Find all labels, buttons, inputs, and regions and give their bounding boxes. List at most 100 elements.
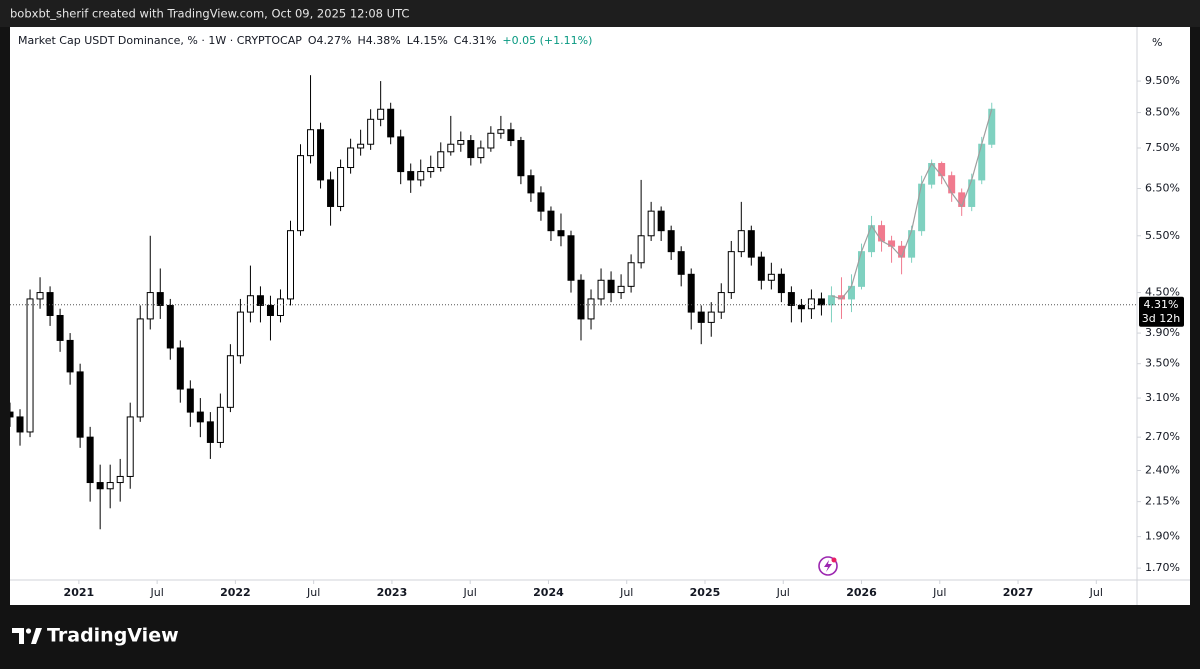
candle-body bbox=[397, 136, 405, 173]
candle-body bbox=[637, 235, 645, 264]
x-tick-label: Jul bbox=[463, 586, 477, 599]
candle-body bbox=[557, 230, 565, 237]
candle-body bbox=[156, 292, 164, 306]
candle-body bbox=[377, 108, 385, 120]
candle-body bbox=[487, 132, 495, 149]
candle-body bbox=[597, 279, 605, 300]
candle-body bbox=[827, 295, 835, 306]
candle-body bbox=[347, 147, 355, 169]
candle-body bbox=[537, 192, 545, 212]
candle-body bbox=[10, 411, 14, 418]
candle-body bbox=[747, 230, 755, 258]
candle-body bbox=[66, 339, 74, 373]
y-tick-label: 8.50% bbox=[1145, 106, 1180, 119]
candle-body bbox=[176, 347, 184, 390]
candle-body bbox=[106, 482, 114, 490]
candle-body bbox=[567, 235, 575, 281]
candle-body bbox=[317, 129, 325, 181]
candle-body bbox=[607, 279, 615, 294]
candle-body bbox=[807, 298, 815, 310]
event-icon bbox=[818, 556, 838, 576]
candle-body bbox=[266, 304, 274, 316]
countdown: 3d 12h bbox=[1142, 312, 1180, 325]
candle-body bbox=[797, 304, 805, 310]
x-tick-label: 2024 bbox=[533, 586, 564, 599]
candle-body bbox=[226, 355, 234, 408]
candle-body bbox=[677, 251, 685, 275]
candle-body bbox=[727, 251, 735, 294]
candle-body bbox=[327, 179, 335, 207]
candle-body bbox=[467, 140, 475, 159]
candle-body bbox=[817, 298, 825, 306]
candle-body bbox=[387, 108, 395, 138]
candle-body bbox=[447, 143, 455, 153]
brand-logo bbox=[12, 628, 42, 644]
candle-body bbox=[687, 273, 695, 313]
candle-body bbox=[767, 273, 775, 281]
candle-body bbox=[577, 279, 585, 320]
candle-body bbox=[86, 436, 94, 484]
top-bar bbox=[0, 0, 1200, 27]
candle-body bbox=[166, 304, 174, 349]
candle-body bbox=[407, 171, 415, 181]
candle-body bbox=[297, 155, 305, 232]
brand: TradingView bbox=[47, 625, 179, 647]
candle-body bbox=[777, 273, 785, 294]
candle-body bbox=[417, 171, 425, 181]
candle-body bbox=[627, 262, 635, 287]
candle-body bbox=[116, 475, 124, 484]
candle-body bbox=[276, 298, 284, 316]
x-tick-label: Jul bbox=[776, 586, 790, 599]
x-tick-label: Jul bbox=[149, 586, 163, 599]
candle-body bbox=[507, 129, 515, 142]
candle-body bbox=[206, 421, 214, 443]
y-tick-label: 4.50% bbox=[1145, 286, 1180, 299]
candle-body bbox=[667, 230, 675, 253]
candle-body bbox=[587, 298, 595, 320]
projection-line bbox=[831, 109, 993, 300]
y-tick-label: 9.50% bbox=[1145, 74, 1180, 87]
candle-body bbox=[246, 295, 254, 313]
price-label: 4.31% bbox=[1144, 298, 1179, 311]
candle-body bbox=[56, 314, 64, 341]
watermark: bobxbt_sherif created with TradingView.c… bbox=[10, 7, 409, 21]
legend-value: L4.15% bbox=[406, 34, 448, 47]
x-tick-label: Jul bbox=[306, 586, 320, 599]
y-tick-label: 3.50% bbox=[1145, 357, 1180, 370]
candle-body bbox=[427, 167, 435, 173]
candle-body bbox=[236, 311, 244, 357]
legend: Market Cap USDT Dominance, % · 1W · CRYP… bbox=[18, 34, 592, 47]
plot bbox=[10, 75, 996, 530]
candle-body bbox=[357, 143, 365, 149]
x-tick-label: 2021 bbox=[64, 586, 95, 599]
x-tick-label: Jul bbox=[932, 586, 946, 599]
candle-body bbox=[337, 167, 345, 207]
y-tick-label: 6.50% bbox=[1145, 181, 1180, 194]
price-label-box bbox=[1139, 296, 1184, 327]
candle-body bbox=[146, 292, 154, 320]
candle-body bbox=[286, 230, 294, 300]
x-tick-label: 2023 bbox=[377, 586, 408, 599]
candle-body bbox=[527, 175, 535, 194]
candle-body bbox=[497, 129, 505, 134]
candle-body bbox=[36, 292, 44, 300]
y-tick-label: 2.15% bbox=[1145, 495, 1180, 508]
candle-body bbox=[787, 292, 795, 306]
legend-value: O4.27% bbox=[307, 34, 352, 47]
candle-body bbox=[517, 140, 525, 177]
candle-body bbox=[437, 151, 445, 169]
candle-body bbox=[367, 118, 375, 145]
candle-body bbox=[647, 210, 655, 237]
candle-body bbox=[96, 482, 104, 490]
x-tick-label: Jul bbox=[619, 586, 633, 599]
y-tick-label: 2.70% bbox=[1145, 430, 1180, 443]
candle-body bbox=[697, 311, 705, 323]
legend-value: C4.31% bbox=[453, 34, 497, 47]
y-tick-label: 3.90% bbox=[1145, 326, 1180, 339]
candle-body bbox=[717, 292, 725, 313]
x-tick-label: 2026 bbox=[846, 586, 877, 599]
legend-value: +0.05 (+1.11%) bbox=[502, 34, 593, 47]
candle-body bbox=[707, 311, 715, 323]
